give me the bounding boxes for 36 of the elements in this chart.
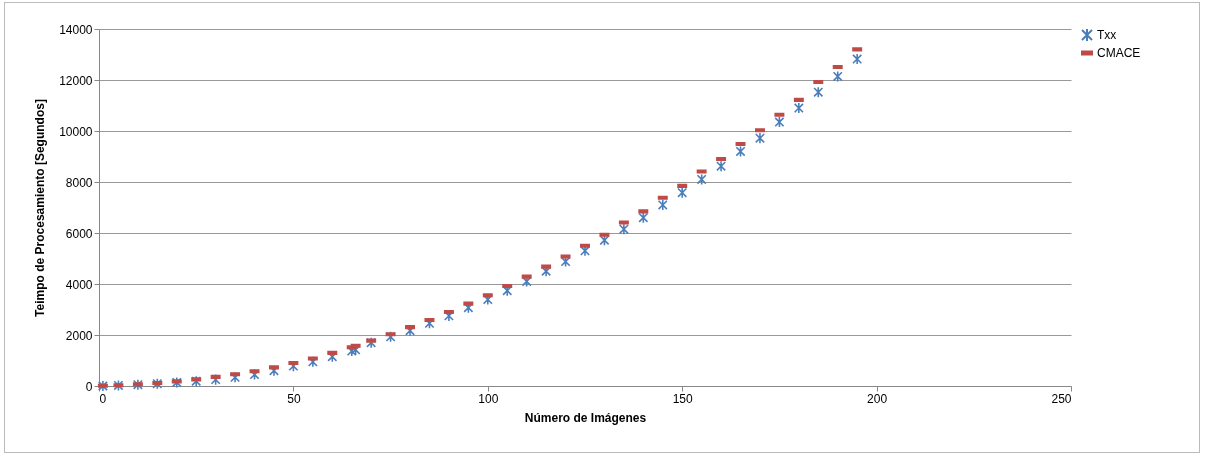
y-tick-label: 6000 [65, 226, 93, 241]
point [735, 145, 746, 158]
point [813, 86, 824, 99]
y-tick-label: 12000 [59, 73, 93, 88]
point [774, 116, 785, 128]
y-tick-label: 4000 [65, 277, 93, 292]
y-tick-label: 0 [85, 379, 93, 394]
point [97, 380, 108, 392]
point [113, 379, 124, 392]
point [716, 160, 727, 173]
point [366, 336, 377, 349]
point [754, 132, 765, 144]
point [132, 378, 143, 391]
x-tick-label: 0 [99, 391, 107, 406]
y-tick-label: 14000 [59, 22, 93, 37]
point [152, 377, 163, 390]
y-tick-label: 2000 [65, 328, 93, 343]
y-tick-label: 8000 [65, 175, 93, 190]
point [657, 199, 668, 211]
y-axis-title: Teimpo de Procesamiento [Segundos] [33, 99, 48, 317]
point [696, 173, 707, 186]
y-tick-label: 10000 [59, 124, 93, 139]
legend-label: CMACE [1097, 46, 1141, 60]
x-tick-label: 150 [672, 391, 694, 406]
point [618, 223, 629, 235]
point [191, 375, 202, 387]
x-tick-label: 200 [867, 391, 888, 406]
point [852, 53, 863, 65]
point [832, 70, 843, 83]
point [793, 102, 804, 114]
point [171, 376, 182, 389]
x-tick-label: 250 [1051, 391, 1072, 406]
legend-label: Txx [1097, 28, 1117, 42]
x-axis-title: Número de Imágenes [524, 410, 647, 425]
x-tick-label: 50 [287, 391, 301, 406]
x-tick-label: 100 [478, 391, 499, 406]
